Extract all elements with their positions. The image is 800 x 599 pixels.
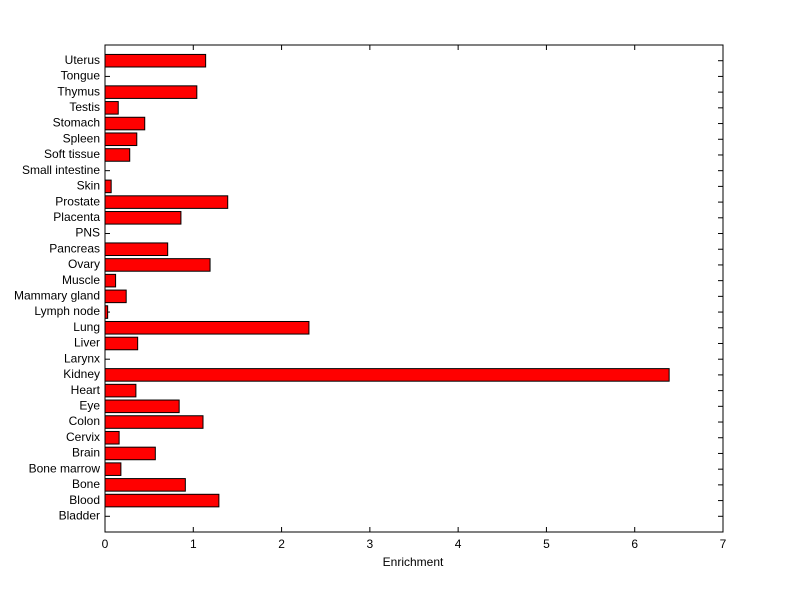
bar <box>104 258 211 272</box>
bar <box>104 399 180 414</box>
x-tick-label: 6 <box>631 537 638 551</box>
bar <box>104 415 204 429</box>
y-tick-label: Brain <box>72 446 100 460</box>
x-tick-label: 5 <box>543 537 550 551</box>
y-tick-label: Larynx <box>64 351 100 365</box>
y-tick-label: Liver <box>74 336 100 350</box>
bar <box>104 179 112 194</box>
y-tick-label: Pancreas <box>49 241 100 255</box>
y-tick-label: Spleen <box>63 131 100 145</box>
y-tick-label: Lymph node <box>34 304 100 318</box>
y-tick-label: Lung <box>73 320 100 334</box>
y-tick-label: Bladder <box>59 508 100 522</box>
y-tick-label: Placenta <box>53 210 100 224</box>
y-tick-label: Ovary <box>68 257 100 271</box>
bar <box>104 368 670 382</box>
y-tick-label: Bone <box>72 477 100 491</box>
bar <box>104 446 156 461</box>
x-axis-label: Enrichment <box>383 555 444 569</box>
x-tick-label: 3 <box>367 537 374 551</box>
bar <box>104 195 229 209</box>
bar <box>104 478 186 492</box>
bar <box>104 289 127 304</box>
x-tick-label: 4 <box>455 537 462 551</box>
bar <box>104 462 122 476</box>
y-tick-label: Uterus <box>65 53 100 67</box>
y-tick-label: PNS <box>75 226 100 240</box>
y-tick-label: Soft tissue <box>44 147 100 161</box>
bar <box>104 53 207 68</box>
y-tick-label: Heart <box>71 383 101 397</box>
y-tick-label: Skin <box>77 179 100 193</box>
bar <box>104 242 169 257</box>
bar <box>104 101 119 115</box>
y-tick-label: Prostate <box>55 194 100 208</box>
y-tick-label: Muscle <box>62 273 100 287</box>
x-tick-label: 1 <box>190 537 197 551</box>
bar <box>104 211 182 225</box>
y-tick-label: Cervix <box>66 430 100 444</box>
y-tick-label: Tongue <box>61 69 101 83</box>
x-tick-label: 7 <box>720 537 727 551</box>
y-tick-label: Small intestine <box>22 163 100 177</box>
bar <box>104 273 117 288</box>
bar <box>104 148 131 162</box>
y-tick-label: Testis <box>69 100 100 114</box>
y-tick-label: Bone marrow <box>29 461 101 475</box>
bar <box>104 430 120 445</box>
bar <box>104 493 220 508</box>
x-tick-label: 2 <box>278 537 285 551</box>
bar <box>104 132 138 147</box>
y-tick-label: Kidney <box>63 367 100 381</box>
plot-frame <box>104 44 724 533</box>
bar <box>104 383 137 398</box>
x-tick-label: 0 <box>102 537 109 551</box>
y-tick-label: Thymus <box>57 84 100 98</box>
y-tick-label: Blood <box>69 493 100 507</box>
y-tick-label: Colon <box>69 414 100 428</box>
bar <box>104 85 198 99</box>
y-tick-label: Stomach <box>53 116 100 130</box>
y-tick-label: Mammary gland <box>14 289 100 303</box>
y-tick-label: Eye <box>79 398 100 412</box>
bar <box>104 320 310 335</box>
bar <box>104 116 146 131</box>
bar <box>104 336 139 351</box>
